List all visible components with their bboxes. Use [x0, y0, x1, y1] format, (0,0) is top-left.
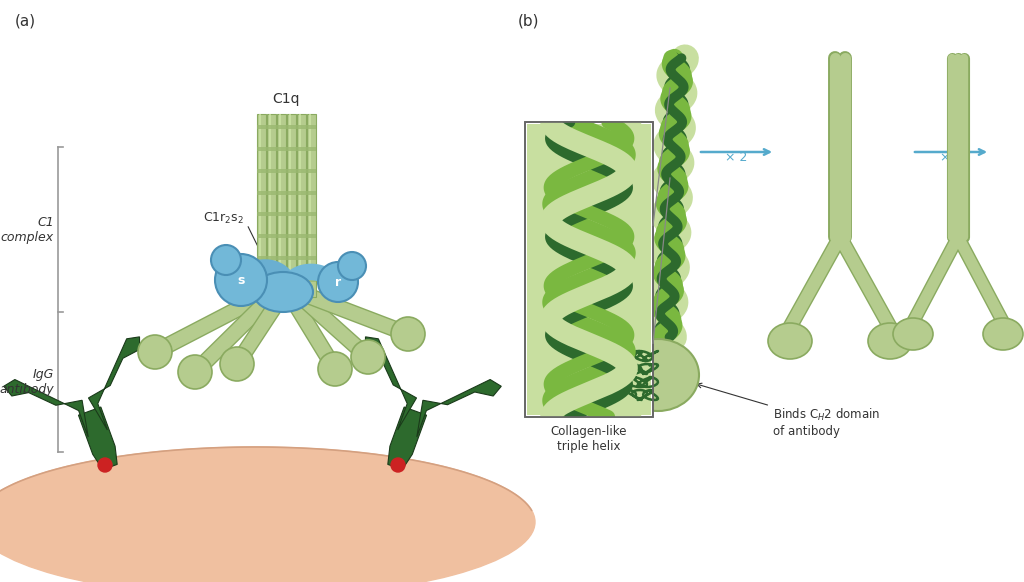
Text: × 3: × 3	[940, 151, 963, 164]
Circle shape	[220, 347, 254, 381]
Ellipse shape	[253, 272, 313, 312]
Bar	[279, 114, 281, 297]
Bar	[256, 212, 315, 217]
Bar	[256, 235, 315, 238]
Ellipse shape	[868, 323, 912, 359]
Circle shape	[318, 352, 352, 386]
Ellipse shape	[893, 318, 933, 350]
Bar	[289, 114, 291, 297]
Ellipse shape	[983, 318, 1023, 350]
Polygon shape	[4, 379, 88, 437]
Text: × 2: × 2	[725, 151, 748, 164]
Bar	[266, 114, 275, 297]
Text: Binds C$_H$2 domain
of antibody: Binds C$_H$2 domain of antibody	[697, 383, 881, 438]
Bar	[299, 114, 300, 297]
Circle shape	[178, 355, 212, 389]
Bar	[256, 114, 265, 297]
Text: C1
complex: C1 complex	[1, 215, 54, 243]
Bar	[256, 278, 315, 282]
Circle shape	[138, 335, 172, 369]
Polygon shape	[417, 379, 502, 437]
Text: (b): (b)	[518, 14, 540, 29]
Text: C1q: C1q	[272, 92, 300, 106]
Circle shape	[338, 252, 366, 280]
Bar	[525, 122, 653, 417]
Bar	[256, 147, 315, 151]
Circle shape	[391, 458, 406, 472]
Ellipse shape	[0, 447, 535, 582]
Bar	[256, 190, 315, 194]
Bar	[297, 114, 305, 297]
Circle shape	[215, 254, 267, 306]
Text: r: r	[335, 275, 341, 289]
Circle shape	[351, 340, 385, 374]
Text: s: s	[238, 274, 245, 286]
Bar	[256, 169, 315, 173]
Circle shape	[318, 262, 358, 302]
Polygon shape	[88, 337, 139, 430]
Polygon shape	[388, 407, 427, 470]
Bar	[258, 114, 260, 297]
Text: (a): (a)	[15, 14, 36, 29]
Bar	[287, 114, 296, 297]
Polygon shape	[366, 337, 417, 430]
Text: Collagen-like
triple helix: Collagen-like triple helix	[551, 425, 628, 453]
Text: IgG
antibody: IgG antibody	[0, 368, 54, 396]
Circle shape	[98, 458, 112, 472]
Bar	[256, 125, 315, 129]
Circle shape	[211, 245, 241, 275]
Circle shape	[391, 317, 425, 351]
Bar	[276, 114, 286, 297]
Bar	[308, 114, 310, 297]
Bar	[525, 122, 653, 417]
Text: C1r$_2$s$_2$: C1r$_2$s$_2$	[203, 211, 266, 264]
Ellipse shape	[617, 339, 699, 411]
Bar	[527, 124, 651, 415]
Bar	[268, 114, 270, 297]
Bar	[306, 114, 315, 297]
Polygon shape	[79, 407, 117, 470]
Ellipse shape	[768, 323, 812, 359]
Bar	[256, 256, 315, 260]
